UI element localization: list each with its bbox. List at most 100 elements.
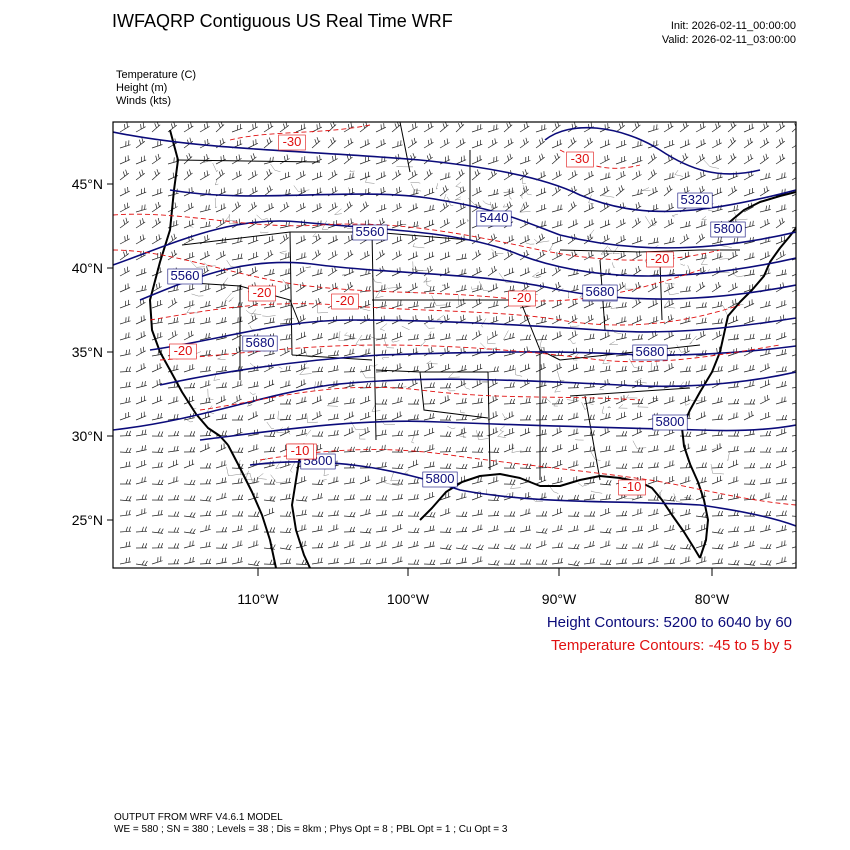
wind-barb <box>775 349 787 357</box>
wind-barb <box>215 543 228 549</box>
wind-barb <box>599 445 611 453</box>
wind-barb <box>391 331 403 341</box>
wind-barb <box>535 187 547 197</box>
wind-barb <box>199 541 211 549</box>
wind-barb <box>727 282 738 293</box>
temperature-contour-label-box <box>508 290 536 307</box>
wind-barb <box>743 269 755 277</box>
wind-barb <box>295 202 306 213</box>
wind-barb <box>631 462 644 469</box>
wind-barb <box>535 299 547 309</box>
wind-barb <box>727 540 739 549</box>
wind-barb <box>183 153 193 165</box>
wind-barb <box>551 557 563 565</box>
wind-barb <box>695 153 706 165</box>
wind-barb <box>503 463 516 469</box>
wind-barb <box>311 268 323 277</box>
wind-barb <box>679 366 692 373</box>
wind-barb <box>295 495 308 502</box>
wind-barb <box>423 525 435 533</box>
wind-barb <box>423 427 435 437</box>
wind-barb <box>199 317 211 325</box>
wind-barb <box>471 284 483 293</box>
county-line <box>262 315 276 317</box>
wind-barb <box>663 460 675 469</box>
wind-barb <box>647 476 659 485</box>
wind-barb <box>391 170 402 181</box>
wind-barb <box>263 156 275 165</box>
county-line <box>400 224 407 226</box>
wind-barb <box>391 235 403 245</box>
wind-barb <box>711 154 722 165</box>
wind-barb <box>759 462 772 469</box>
county-line <box>269 495 275 501</box>
wind-barb <box>519 463 532 469</box>
county-line <box>414 265 428 272</box>
wind-barb <box>135 346 146 357</box>
wind-barb <box>487 316 499 325</box>
wind-barb <box>327 350 340 357</box>
wind-barb <box>487 411 499 421</box>
wind-barb <box>743 364 755 373</box>
wind-barb <box>695 524 707 533</box>
wind-barb <box>135 234 146 245</box>
county-line <box>486 434 492 436</box>
wind-barb <box>663 558 676 565</box>
wind-barb <box>711 318 723 325</box>
wind-barb <box>120 479 132 485</box>
wind-barb <box>151 217 162 229</box>
wind-barb <box>743 410 755 421</box>
county-line <box>301 362 310 369</box>
wind-barb <box>695 139 707 149</box>
wind-barb <box>135 218 146 229</box>
temperature-contour-label: -30 <box>283 134 302 149</box>
wind-barb <box>391 250 402 261</box>
wind-barb <box>791 226 796 229</box>
wind-barb <box>215 395 227 405</box>
temperature-contour-label: -20 <box>174 343 193 358</box>
wind-barb <box>343 234 354 245</box>
wind-barb <box>535 137 546 149</box>
wind-barb <box>295 282 306 293</box>
wind-barb <box>455 186 466 197</box>
wind-barb <box>551 379 563 389</box>
wind-barb <box>263 169 273 181</box>
wind-barb <box>535 559 548 565</box>
wind-barb <box>423 138 434 149</box>
wind-barb <box>135 543 148 549</box>
wind-barb <box>311 315 323 325</box>
wind-barb <box>311 154 323 165</box>
wind-barb <box>551 507 563 517</box>
wind-barb <box>295 347 307 357</box>
wind-barb <box>247 170 258 181</box>
wind-barb <box>199 524 211 533</box>
wind-barb <box>151 153 162 165</box>
wind-barb <box>487 138 498 149</box>
county-line <box>612 246 620 255</box>
wind-barb <box>663 544 676 551</box>
wind-barb <box>695 317 707 325</box>
wind-barb <box>535 462 548 469</box>
wind-barb <box>407 459 419 469</box>
wind-barb <box>263 527 276 533</box>
wind-barb <box>391 202 402 213</box>
wind-barb <box>615 395 627 405</box>
wind-barb <box>647 462 659 469</box>
wind-barb <box>615 543 628 550</box>
wind-barb <box>455 253 467 261</box>
wind-barb <box>567 137 577 149</box>
wind-barb <box>775 540 787 549</box>
wind-barb <box>519 397 531 405</box>
wind-barb <box>199 154 210 165</box>
county-line <box>321 479 327 482</box>
wind-barb <box>135 526 148 533</box>
wind-barb <box>503 559 516 565</box>
wind-barb <box>583 365 595 373</box>
wind-barb <box>407 540 419 549</box>
county-line <box>369 336 384 339</box>
wind-barb <box>375 557 387 565</box>
coastline <box>149 129 796 568</box>
wind-barb <box>407 170 418 181</box>
wind-barb <box>599 186 610 197</box>
wind-barb <box>119 526 132 533</box>
